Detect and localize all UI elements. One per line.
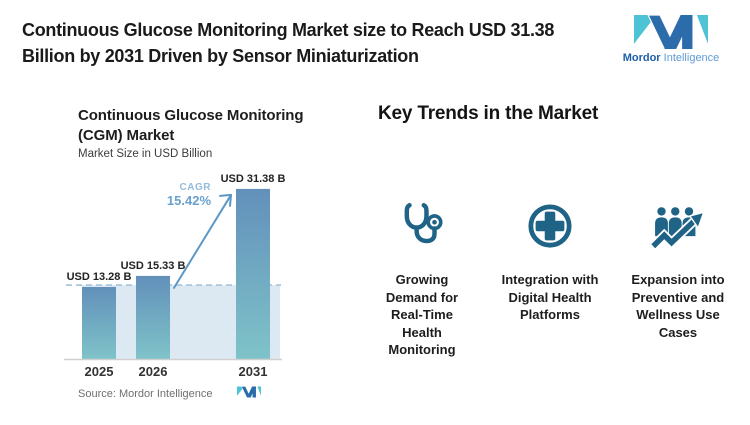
trends-row: Growing Demand for Real-Time Health Moni… [358, 193, 742, 359]
brand-name-light: Intelligence [663, 52, 720, 64]
bar-value-label-2031: USD 31.38 B [221, 173, 286, 185]
bar-2025 [82, 287, 116, 359]
bar-2026 [136, 275, 170, 359]
x-tick-2031: 2031 [239, 364, 268, 379]
bar-value-label-2026: USD 15.33 B [121, 260, 186, 272]
brand-name-bold: Mordor [622, 52, 661, 64]
bar-chart: USD 13.28 B USD 15.33 B USD 31.38 B CAGR… [64, 173, 286, 379]
trend-item-digital-health: Integration with Digital Health Platform… [486, 193, 614, 359]
trend-item-wellness-expansion: Expansion into Preventive and Wellness U… [614, 193, 742, 359]
bar-value-label-2025: USD 13.28 B [67, 271, 132, 283]
chart-subtitle: Market Size in USD Billion [78, 148, 213, 160]
mordor-intelligence-logo-icon [634, 14, 708, 50]
source-attribution: Source: Mordor Intelligence [78, 388, 213, 400]
cagr-label: CAGR [180, 182, 212, 193]
cagr-value: 15.42% [167, 193, 212, 208]
cagr-growth-arrow-icon [173, 193, 232, 289]
x-tick-2026: 2026 [139, 364, 168, 379]
stethoscope-icon [397, 193, 447, 251]
trend-label: Integration with Digital Health Platform… [501, 272, 599, 322]
medical-plus-circle-icon [527, 193, 573, 251]
mordor-intelligence-mini-logo-icon [237, 386, 261, 398]
brand-wordmark: Mordor Intelligence [617, 52, 725, 64]
page-title: Continuous Glucose Monitoring Market siz… [22, 20, 555, 66]
trend-item-realtime-monitoring: Growing Demand for Real-Time Health Moni… [358, 193, 486, 359]
people-growth-arrow-icon [650, 193, 706, 251]
brand-logo: Mordor Intelligence [617, 14, 725, 64]
trend-label: Growing Demand for Real-Time Health Moni… [385, 272, 459, 357]
chart-title: Continuous Glucose Monitoring (CGM) Mark… [78, 107, 304, 144]
bar-2031 [236, 188, 270, 359]
trends-heading: Key Trends in the Market [378, 103, 599, 124]
x-tick-2025: 2025 [85, 364, 114, 379]
trend-label: Expansion into Preventive and Wellness U… [631, 272, 725, 340]
